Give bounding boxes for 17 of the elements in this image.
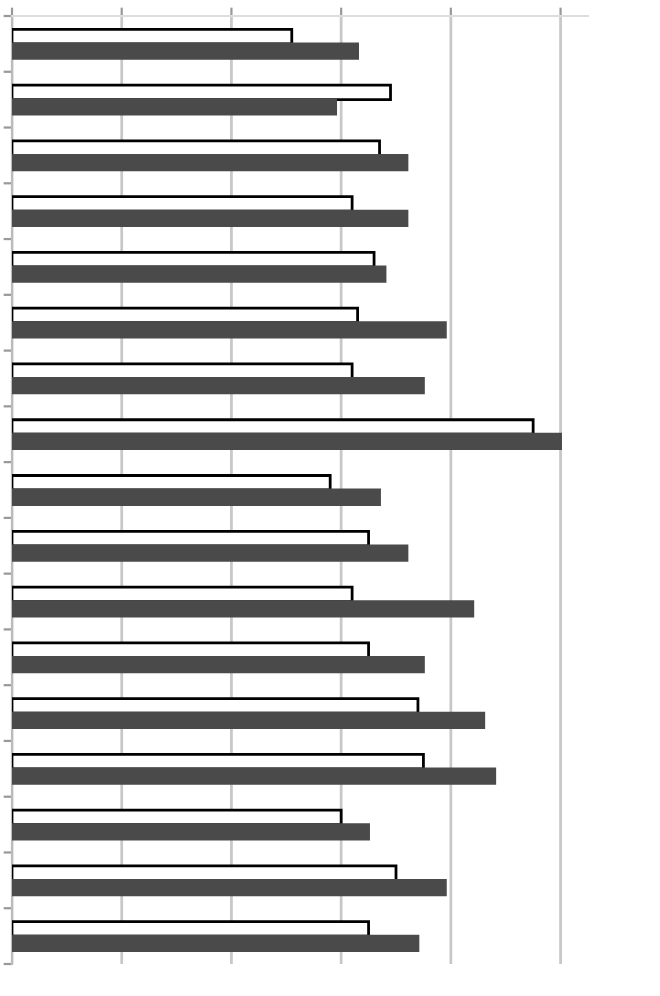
bar [12,655,425,674]
bar [12,377,425,395]
bar [12,154,409,172]
bar [12,544,409,562]
bar [12,488,381,506]
bar [12,209,409,228]
bar [12,321,447,339]
bar [12,265,387,283]
bar [12,711,486,729]
bar [12,934,420,953]
bar [12,42,359,60]
bar [12,823,370,841]
bar [12,600,475,618]
bar [12,878,447,897]
bar [12,432,562,451]
bar [12,98,338,116]
bar [12,767,497,785]
